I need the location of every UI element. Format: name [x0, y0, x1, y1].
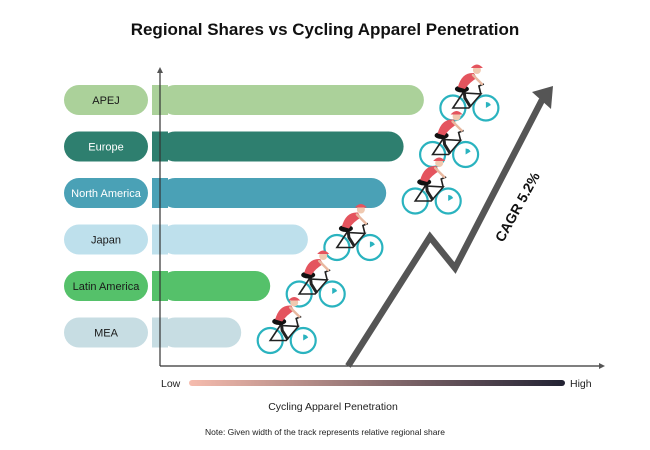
bar-latin-america	[160, 271, 271, 301]
cyclist-apej	[439, 64, 500, 122]
penetration-gradient-bar	[189, 380, 565, 386]
bar-europe	[160, 131, 404, 162]
category-pill-latin-america	[64, 271, 148, 301]
category-label-apej: APEJ	[92, 95, 120, 107]
category-pill-japan	[64, 224, 148, 255]
category-labels: APEJ Europe North America Japan Latin Americ…	[64, 85, 148, 348]
scale-low-label: Low	[161, 378, 181, 390]
x-axis-label: Cycling Apparel Penetration	[268, 401, 398, 413]
category-pill-apej	[64, 85, 148, 115]
category-pill-north-america	[64, 178, 148, 208]
growth-arrow	[345, 98, 545, 368]
category-label-europe: Europe	[88, 142, 123, 154]
category-label-japan: Japan	[91, 235, 121, 247]
chart-title: Regional Shares vs Cycling Apparel Penet…	[131, 20, 520, 39]
cyclists	[256, 64, 500, 355]
growth-arrow-head	[532, 86, 553, 109]
cyclist-mea	[256, 297, 317, 355]
axes	[157, 67, 605, 369]
cyclist-latin-america	[285, 250, 346, 308]
bar-north-america	[160, 178, 387, 208]
footnote: Note: Given width of the track represent…	[205, 427, 445, 437]
cyclist-japan	[323, 204, 384, 262]
bar-japan	[160, 224, 308, 255]
category-label-north-america: North America	[71, 188, 142, 200]
bar-apej	[160, 85, 424, 115]
category-pill-europe	[64, 131, 148, 162]
cyclist-north-america	[401, 157, 462, 215]
category-label-latin-america: Latin America	[73, 281, 141, 293]
bar-mea	[160, 317, 242, 348]
category-label-mea: MEA	[94, 328, 119, 340]
category-pill-mea	[64, 317, 148, 348]
scale-high-label: High	[570, 378, 592, 390]
